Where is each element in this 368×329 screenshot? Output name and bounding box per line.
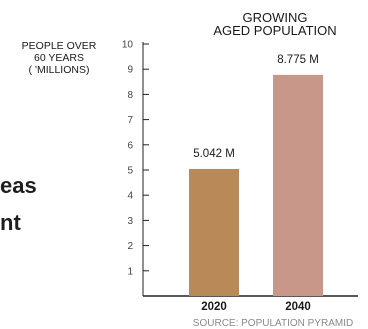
y-tick-label: 7	[127, 115, 133, 126]
chart-title-line: GROWING	[242, 10, 308, 25]
y-tick-label: 1	[127, 266, 133, 277]
partial-body-text-line-1: eas	[0, 173, 37, 198]
y-tick-label: 6	[127, 140, 133, 151]
y-axis-label-line: PEOPLE OVER	[21, 40, 97, 52]
x-tick-label: 2020	[201, 301, 227, 313]
chart-title: GROWING AGED POPULATION	[190, 11, 360, 37]
y-tick-label: 4	[127, 191, 133, 202]
bar	[189, 168, 239, 296]
data-label: 5.042 M	[193, 148, 235, 160]
y-tick-label: 2	[127, 241, 133, 252]
y-axis-label: PEOPLE OVER 60 YEARS ( 'MILLIONS)	[0, 40, 118, 76]
y-tick-label: 8	[127, 90, 133, 101]
x-tick-label: 2040	[285, 301, 311, 313]
y-axis-label-line: ( 'MILLIONS)	[28, 64, 90, 76]
bar	[273, 74, 323, 297]
partial-body-text-line-2: nt	[0, 210, 21, 235]
chart-title-line: AGED POPULATION	[213, 23, 337, 38]
y-tick-label: 5	[127, 166, 133, 177]
data-label: 8.775 M	[277, 54, 319, 66]
y-tick-label: 3	[127, 216, 133, 227]
chart-source-note: SOURCE: POPULATION PYRAMID	[192, 318, 354, 329]
y-tick-label: 10	[122, 40, 134, 51]
y-tick-label: 9	[127, 65, 133, 76]
y-axis-label-line: 60 YEARS	[33, 52, 84, 64]
